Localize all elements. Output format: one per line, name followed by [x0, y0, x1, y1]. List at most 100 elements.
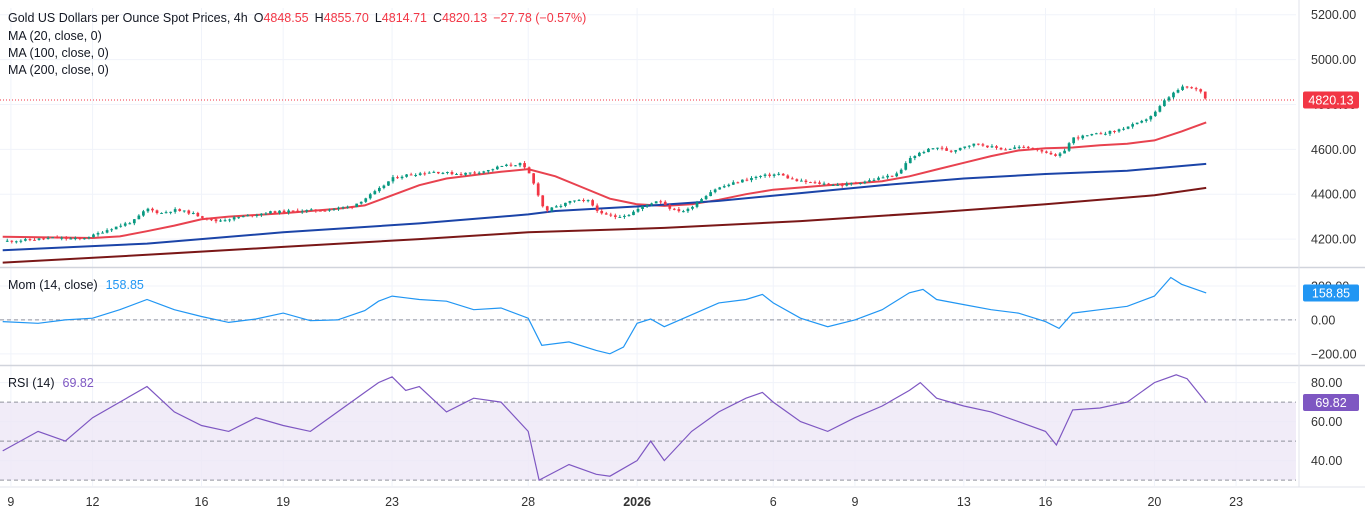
legend-ma20[interactable]: MA (20, close, 0) — [8, 29, 102, 43]
candle-body — [954, 150, 958, 152]
candle-body — [314, 209, 318, 211]
x-tick-label: 9 — [7, 495, 14, 509]
candle-body — [42, 238, 45, 240]
candle-body — [1131, 124, 1134, 127]
candle-body — [19, 240, 23, 242]
candle-body — [291, 210, 295, 212]
candle-body — [859, 183, 862, 185]
candle-body — [123, 223, 127, 226]
candle-body — [33, 239, 36, 241]
candle-body — [101, 232, 104, 234]
candle-body — [309, 209, 313, 211]
candle-body — [500, 165, 504, 167]
candle-body — [396, 177, 399, 179]
candle-body — [672, 208, 676, 210]
candle-body — [790, 178, 794, 180]
candle-body — [146, 208, 150, 212]
candle-body — [1054, 154, 1057, 156]
candle-body — [854, 183, 858, 185]
candle-body — [373, 191, 377, 195]
candle-body — [1158, 106, 1162, 112]
candle-body — [763, 174, 767, 176]
x-tick-label: 16 — [1039, 495, 1053, 509]
candle-body — [46, 237, 50, 239]
candle-body — [87, 237, 91, 239]
momentum-y-tick-label: 0.00 — [1311, 313, 1335, 327]
panel-dividers — [0, 0, 1365, 488]
candle-body — [967, 145, 971, 147]
candle-body — [450, 172, 454, 175]
candle-body — [151, 208, 154, 211]
candle-body — [754, 176, 758, 178]
price-y-tick-label: 4600.00 — [1311, 143, 1356, 157]
candle-body — [772, 174, 776, 176]
legend-ma200[interactable]: MA (200, close, 0) — [8, 63, 109, 77]
candle-body — [237, 217, 241, 219]
candle-body — [346, 206, 349, 208]
rsi-y-tick-label: 80.00 — [1311, 376, 1342, 390]
candle-body — [1126, 126, 1130, 129]
ma200-line — [2, 186, 1207, 264]
candle-body — [927, 148, 930, 153]
candle-body — [541, 195, 545, 207]
candle-body — [1022, 146, 1026, 148]
candle-body — [550, 207, 554, 211]
candle-body — [518, 163, 522, 166]
candle-body — [849, 183, 853, 185]
candle-body — [1181, 86, 1184, 91]
candle-body — [577, 200, 581, 202]
candle-body — [781, 173, 785, 176]
candle-body — [241, 216, 245, 218]
candle-body — [700, 199, 703, 203]
legend-ma100[interactable]: MA (100, close, 0) — [8, 46, 109, 60]
candle-body — [505, 164, 508, 166]
legend-momentum[interactable]: Mom (14, close) 158.85 — [8, 278, 144, 292]
candle-body — [704, 196, 708, 200]
candle-body — [831, 184, 835, 186]
candle-body — [564, 202, 567, 206]
candle-body — [5, 240, 9, 242]
candle-body — [337, 207, 340, 209]
candle-body — [1140, 120, 1144, 123]
candle-body — [872, 179, 876, 181]
candle-body — [1063, 150, 1066, 154]
rsi-line — [2, 374, 1207, 481]
price-y-tick-label: 5200.00 — [1311, 8, 1356, 22]
candle-body — [1004, 149, 1007, 151]
candle-body — [1017, 146, 1021, 148]
x-tick-label: 28 — [521, 495, 535, 509]
candle-body — [364, 198, 368, 202]
candle-body — [940, 147, 944, 149]
candle-body — [260, 213, 263, 215]
candle-body — [990, 146, 994, 148]
candle-body — [750, 177, 753, 181]
candle-body — [595, 205, 599, 211]
x-tick-label: 23 — [385, 495, 399, 509]
candle-body — [718, 187, 722, 190]
candle-body — [205, 217, 209, 220]
candle-body — [119, 225, 123, 227]
candle-body — [677, 209, 681, 212]
candle-body — [945, 148, 948, 151]
x-tick-label: 9 — [851, 495, 858, 509]
legend-rsi[interactable]: RSI (14) 69.82 — [8, 376, 94, 390]
candle-body — [160, 212, 163, 214]
candle-body — [668, 204, 672, 209]
candle-body — [931, 148, 935, 150]
candle-body — [173, 209, 177, 212]
candle-body — [228, 219, 231, 221]
candle-body — [1194, 88, 1198, 90]
candle-body — [187, 210, 191, 214]
candle-body — [963, 146, 967, 148]
candle-body — [709, 192, 712, 197]
candle-body — [414, 175, 418, 177]
candle-body — [1049, 152, 1053, 155]
candle-body — [464, 172, 467, 175]
candle-body — [1172, 92, 1175, 98]
change-value: −27.78 (−0.57%) — [493, 11, 586, 25]
momentum-value-label: 158.85 — [1312, 286, 1350, 300]
candle-body — [632, 211, 635, 216]
candlesticks — [5, 84, 1207, 244]
